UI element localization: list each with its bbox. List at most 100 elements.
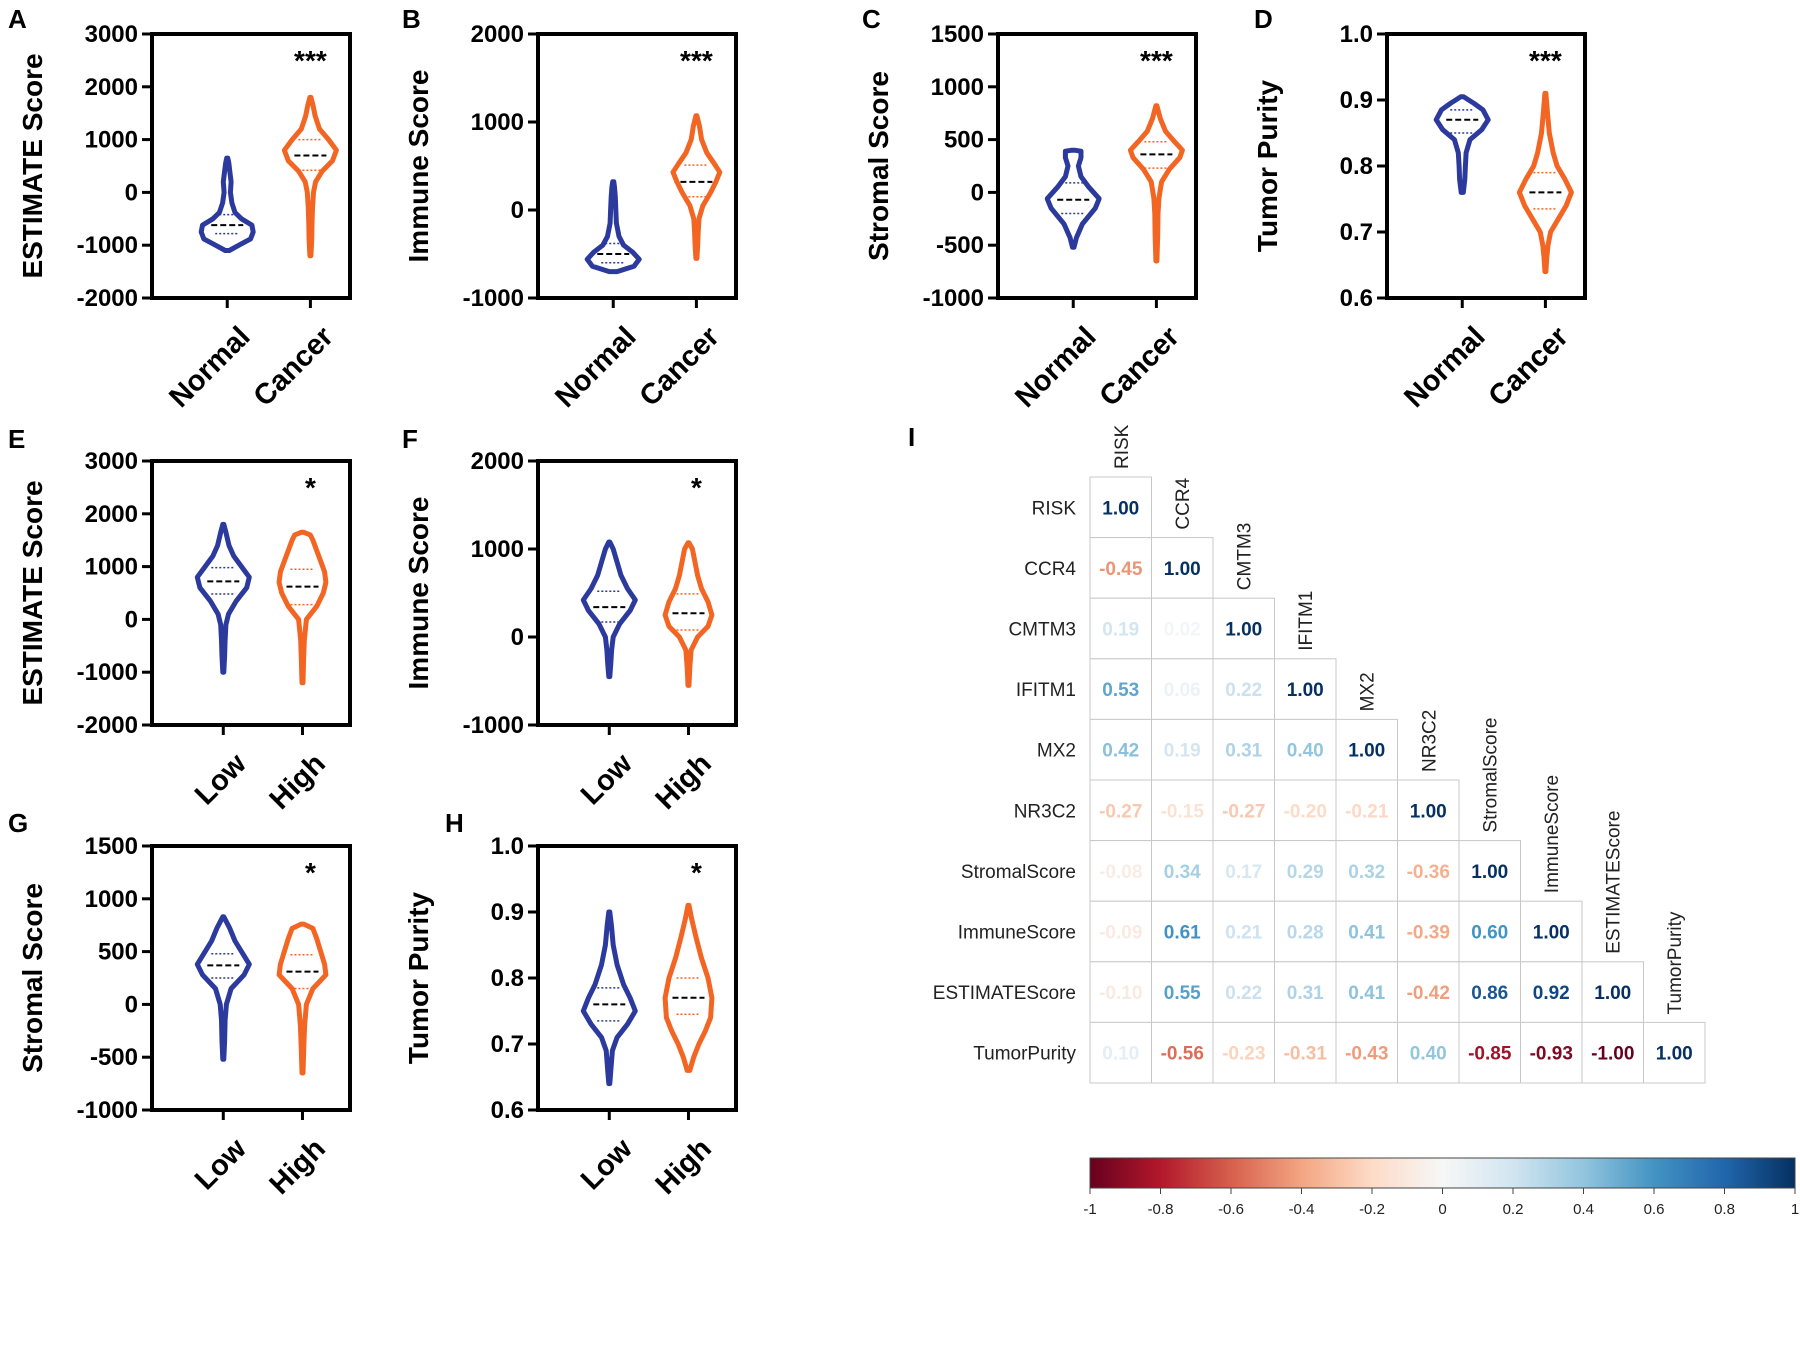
y-tick-label: 0.8	[1340, 153, 1373, 180]
y-tick-label: 0.9	[491, 899, 524, 926]
heatmap-value: -0.43	[1345, 1044, 1388, 1065]
heatmap-row-label: MX2	[1037, 741, 1076, 762]
y-tick-label: 2000	[471, 21, 524, 48]
heatmap-cell	[1335, 718, 1398, 781]
heatmap-value: -0.09	[1099, 923, 1142, 944]
significance-marker: *	[691, 472, 702, 503]
y-tick-label: -1000	[77, 232, 138, 259]
y-axis-label: Tumor Purity	[1252, 79, 1283, 252]
x-category-label: Normal	[1009, 321, 1102, 414]
heatmap-cell	[1458, 961, 1521, 1023]
y-tick-label: 0	[511, 197, 524, 224]
violin-normal	[1044, 147, 1102, 250]
plot-frame	[536, 459, 738, 727]
heatmap-value: 0.06	[1164, 680, 1201, 701]
heatmap-value: -0.27	[1222, 801, 1265, 822]
y-axis-label: Immune Score	[403, 497, 434, 690]
colorbar-tick-label: 0.8	[1714, 1201, 1735, 1218]
heatmap-value: 0.28	[1287, 923, 1324, 944]
violin-low	[194, 914, 252, 1062]
x-category-label: Normal	[163, 321, 256, 414]
heatmap-cell	[1212, 840, 1275, 902]
heatmap-value: 0.41	[1348, 923, 1385, 944]
heatmap-cell	[1274, 900, 1337, 963]
y-tick-label: 0	[125, 991, 138, 1018]
plot-frame	[150, 459, 352, 727]
significance-marker: *	[305, 472, 316, 503]
significance-marker: ***	[1529, 45, 1562, 76]
heatmap-value: -0.20	[1284, 801, 1327, 822]
heatmap-row-label: RISK	[1032, 498, 1077, 519]
panel-label: I	[908, 422, 915, 452]
heatmap-value: 1.00	[1533, 923, 1570, 944]
x-category-label: High	[650, 1133, 718, 1201]
y-tick-label: 1000	[931, 74, 984, 101]
heatmap-cell	[1089, 476, 1152, 539]
heatmap-value: 0.21	[1225, 923, 1262, 944]
heatmap-cell	[1520, 900, 1583, 963]
heatmap-cell	[1643, 1021, 1706, 1084]
heatmap-value: 0.29	[1287, 862, 1324, 883]
colorbar-tick-label: -0.6	[1218, 1201, 1244, 1218]
heatmap-cell	[1397, 779, 1460, 842]
heatmap-value: 1.00	[1471, 862, 1508, 883]
x-category-label: High	[264, 1133, 332, 1201]
heatmap-cell	[1335, 1021, 1398, 1084]
heatmap-row-label: TumorPurity	[973, 1044, 1076, 1065]
panel-label: A	[8, 4, 27, 34]
heatmap-cell	[1274, 961, 1337, 1023]
correlation-heatmap: I RISK RISK 1.00 CCR4 CCR4 -0.45 1.00 CMTM3 CMTM3…	[908, 422, 1799, 1218]
heatmap-value: 0.53	[1102, 680, 1139, 701]
heatmap-cell	[1335, 840, 1398, 902]
y-tick-label: 1000	[471, 536, 524, 563]
heatmap-col-label: CCR4	[1173, 477, 1194, 529]
plot-frame	[150, 32, 352, 300]
colorbar-tick-label: -1	[1083, 1201, 1096, 1218]
colorbar-tick-label: 0	[1438, 1201, 1446, 1218]
heatmap-value: 0.19	[1102, 620, 1139, 641]
violin-panel-A: A 3000 2000 1000 0 -1000 -2000 ESTIMATE Score **…	[8, 4, 352, 414]
heatmap-value: -0.56	[1161, 1044, 1204, 1065]
heatmap-cell	[1151, 718, 1214, 781]
violin-panel-G: G 1500 1000 500 0 -500 -1000 Stromal Score * Low H…	[8, 808, 352, 1201]
heatmap-row-label: IFITM1	[1016, 680, 1076, 701]
violin-normal	[1433, 94, 1491, 195]
heatmap-value: 0.92	[1533, 983, 1570, 1004]
heatmap-col-label: MX2	[1358, 672, 1379, 711]
heatmap-col-label: ESTIMATEScore	[1604, 811, 1625, 954]
y-axis-label: Tumor Purity	[403, 891, 434, 1064]
heatmap-row-label: StromalScore	[961, 862, 1076, 883]
heatmap-cell	[1581, 1021, 1644, 1084]
panel-label: C	[862, 4, 881, 34]
y-tick-label: 1000	[85, 127, 138, 154]
heatmap-value: 0.42	[1102, 741, 1139, 762]
colorbar-tick-label: 0.6	[1644, 1201, 1665, 1218]
heatmap-value: 0.40	[1410, 1044, 1447, 1065]
heatmap-value: 0.31	[1287, 983, 1324, 1004]
panel-label: E	[8, 424, 25, 454]
heatmap-col-label: TumorPurity	[1665, 911, 1686, 1014]
heatmap-cell	[1397, 961, 1460, 1023]
y-tick-label: 1500	[931, 21, 984, 48]
y-axis-label: ESTIMATE Score	[17, 480, 48, 705]
heatmap-value: 1.00	[1656, 1044, 1693, 1065]
heatmap-cell	[1151, 597, 1214, 660]
x-category-label: Cancer	[1483, 321, 1575, 413]
violin-cancer	[1516, 90, 1574, 275]
heatmap-value: -0.93	[1530, 1044, 1573, 1065]
violin-normal	[198, 155, 256, 253]
y-tick-label: 1000	[85, 886, 138, 913]
violin-high	[662, 902, 715, 1073]
violin-panel-F: F 2000 1000 0 -1000 Immune Score * Low High	[402, 424, 738, 816]
violin-low	[194, 521, 252, 675]
significance-marker: ***	[1140, 45, 1173, 76]
colorbar-tick-label: -0.2	[1359, 1201, 1385, 1218]
heatmap-row-label: CMTM3	[1008, 620, 1076, 641]
heatmap-cell	[1520, 961, 1583, 1023]
y-tick-label: -1000	[77, 659, 138, 686]
heatmap-cell	[1089, 779, 1152, 842]
colorbar-tick-label: 1	[1791, 1201, 1799, 1218]
violin-panel-B: B 2000 1000 0 -1000 Immune Score *** NormalCanc…	[402, 4, 738, 414]
y-tick-label: 0.6	[491, 1097, 524, 1124]
